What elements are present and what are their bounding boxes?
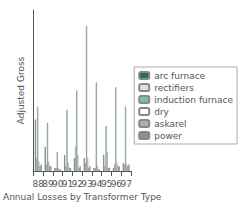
svg-text:96: 96 — [110, 178, 123, 189]
svg-text:rectifiers: rectifiers — [154, 83, 194, 93]
svg-text:arc furnace: arc furnace — [154, 71, 205, 81]
svg-text:91: 91 — [61, 178, 74, 189]
html-text:93 94: 93 94 — [81, 178, 103, 189]
svg-text:Annual Losses by Transformer T: Annual Losses by Transformer Type — [3, 192, 162, 202]
svg-text:97: 97 — [120, 179, 131, 189]
svg-text:induction furnace: induction furnace — [154, 95, 233, 105]
svg-text:95: 95 — [100, 178, 113, 189]
svg-text:power: power — [154, 131, 182, 141]
svg-text:92: 92 — [71, 178, 84, 189]
html-text:88 89 90: 88 89 90 — [32, 178, 64, 189]
svg-text:dry: dry — [154, 107, 169, 117]
svg-text:Adjusted Gross: Adjusted Gross — [16, 56, 26, 124]
svg-text:askarel: askarel — [154, 119, 186, 129]
